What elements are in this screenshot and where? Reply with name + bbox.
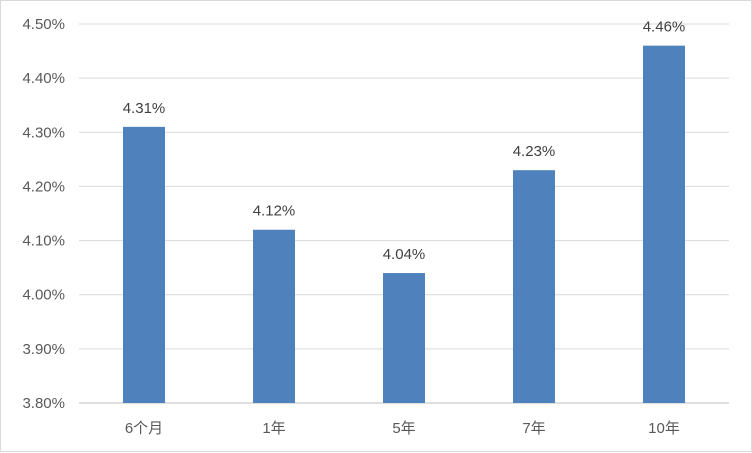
y-tick-label: 4.00%	[22, 287, 65, 304]
bar	[253, 229, 295, 403]
bar	[643, 45, 685, 404]
x-tick-label: 10年	[648, 420, 680, 437]
y-tick-label: 3.80%	[22, 395, 65, 412]
x-tick-label: 7年	[522, 420, 545, 437]
x-tick-label: 6个月	[125, 420, 163, 437]
y-tick-label: 4.10%	[22, 233, 65, 250]
y-tick-label: 4.20%	[22, 178, 65, 195]
x-tick-label: 1年	[262, 420, 285, 437]
data-label: 4.46%	[643, 19, 686, 36]
data-label: 4.12%	[253, 203, 296, 220]
x-tick-label: 5年	[392, 420, 415, 437]
bar	[383, 273, 425, 403]
data-label: 4.04%	[383, 246, 426, 263]
bar	[123, 126, 165, 403]
data-label: 4.23%	[513, 143, 556, 160]
y-tick-label: 4.30%	[22, 124, 65, 141]
y-tick-label: 4.40%	[22, 70, 65, 87]
y-tick-label: 3.90%	[22, 341, 65, 358]
data-label: 4.31%	[123, 100, 166, 117]
y-tick-label: 4.50%	[22, 16, 65, 33]
bar	[513, 170, 555, 403]
